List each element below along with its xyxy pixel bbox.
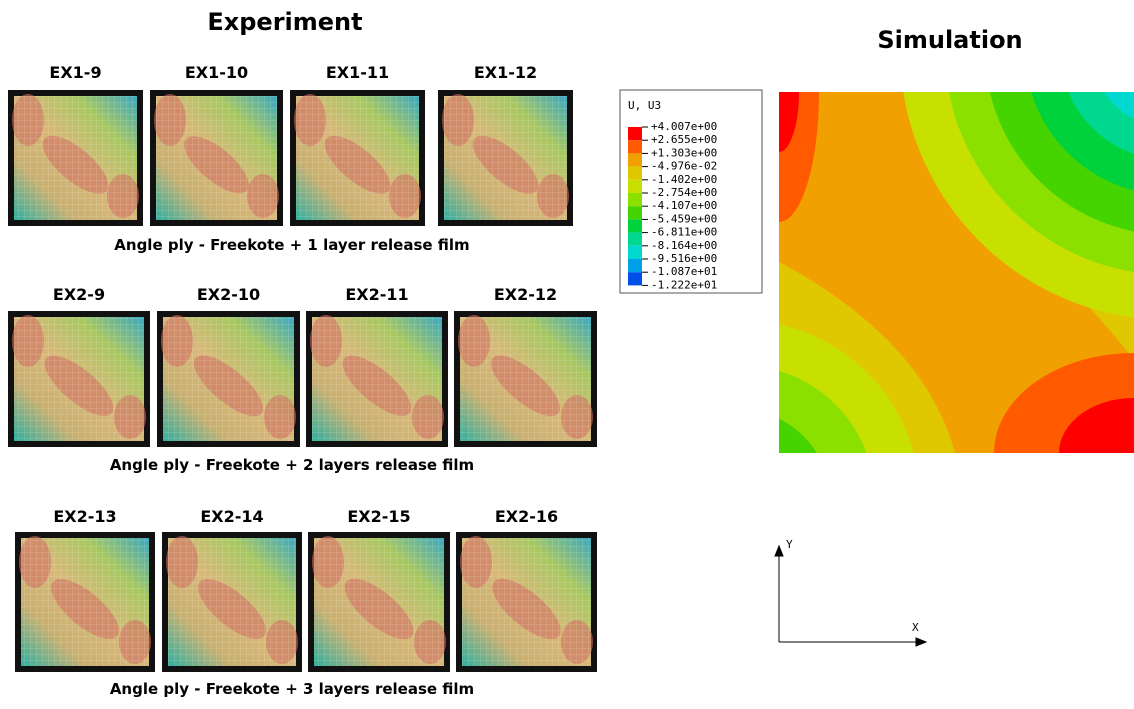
- legend-swatch: [628, 272, 642, 286]
- legend-title: U, U3: [628, 99, 661, 112]
- photo-mesh: [168, 538, 296, 666]
- axis-y-label: Y: [786, 538, 793, 551]
- legend-swatch: [628, 127, 642, 141]
- experiment-title: Experiment: [207, 8, 362, 36]
- legend-swatch: [628, 219, 642, 233]
- legend-swatch: [628, 140, 642, 154]
- photo-mesh: [296, 96, 419, 220]
- photo-mesh: [14, 317, 144, 441]
- photo-mesh: [444, 96, 567, 220]
- sample-label: EX2-14: [200, 507, 263, 526]
- simulation-title: Simulation: [877, 26, 1022, 54]
- photo-mesh: [156, 96, 277, 220]
- legend-label: -9.516e+00: [651, 252, 717, 265]
- group-caption: Angle ply - Freekote + 3 layers release …: [110, 680, 474, 698]
- legend-label: -2.754e+00: [651, 186, 717, 199]
- sample-label: EX1-9: [49, 63, 101, 82]
- legend-label: -4.107e+00: [651, 199, 717, 212]
- legend-label: -1.087e+01: [651, 265, 717, 278]
- legend-label: -6.811e+00: [651, 226, 717, 239]
- legend-label: -4.976e-02: [651, 160, 717, 173]
- legend-label: -5.459e+00: [651, 212, 717, 225]
- sample-label: EX2-16: [495, 507, 558, 526]
- legend-swatch: [628, 245, 642, 259]
- sample-label: EX1-12: [474, 63, 537, 82]
- photo-mesh: [462, 538, 591, 666]
- axis-x-label: X: [912, 621, 919, 634]
- legend-label: -8.164e+00: [651, 239, 717, 252]
- group-caption: Angle ply - Freekote + 1 layer release f…: [114, 236, 469, 254]
- contour-plot: [779, 92, 1134, 453]
- legend-swatch: [628, 166, 642, 180]
- legend-label: +1.303e+00: [651, 146, 717, 159]
- sample-label: EX2-12: [494, 285, 557, 304]
- photo-mesh: [460, 317, 591, 441]
- sample-label: EX2-9: [53, 285, 105, 304]
- photo-mesh: [21, 538, 149, 666]
- sample-label: EX1-10: [185, 63, 248, 82]
- sample-label: EX2-10: [197, 285, 260, 304]
- legend-label: -1.402e+00: [651, 173, 717, 186]
- sample-label: EX2-11: [345, 285, 408, 304]
- legend-label: +4.007e+00: [651, 120, 717, 133]
- legend-label: -1.222e+01: [651, 278, 717, 291]
- photo-mesh: [314, 538, 444, 666]
- photo-mesh: [14, 96, 137, 220]
- legend-swatch: [628, 259, 642, 273]
- sample-label: EX1-11: [326, 63, 389, 82]
- photo-mesh: [163, 317, 294, 441]
- photo-mesh: [312, 317, 442, 441]
- legend-swatch: [628, 153, 642, 167]
- legend-swatch: [628, 206, 642, 220]
- legend-swatch: [628, 193, 642, 207]
- group-caption: Angle ply - Freekote + 2 layers release …: [110, 456, 474, 474]
- axis-triad: [774, 544, 928, 647]
- legend-label: +2.655e+00: [651, 133, 717, 146]
- sample-label: EX2-15: [347, 507, 410, 526]
- legend-swatch: [628, 179, 642, 193]
- legend-swatch: [628, 232, 642, 246]
- sample-label: EX2-13: [53, 507, 116, 526]
